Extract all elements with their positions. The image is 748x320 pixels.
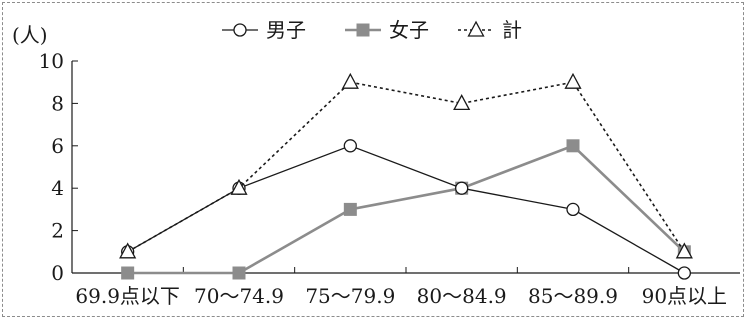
legend-label: 計 xyxy=(502,18,522,42)
data-point xyxy=(564,72,582,89)
data-point xyxy=(455,181,469,195)
y-tick-label: 8 xyxy=(51,91,64,115)
data-point xyxy=(341,72,359,89)
data-point xyxy=(230,178,248,195)
data-point xyxy=(566,202,580,217)
x-tick-label: 90点以上 xyxy=(642,284,727,308)
y-tick-label: 0 xyxy=(51,261,64,285)
y-tick-label: 4 xyxy=(51,176,64,200)
data-point xyxy=(677,266,691,280)
legend-marker xyxy=(233,23,247,37)
legend-item-1: 男子 xyxy=(222,18,306,42)
y-unit-label: (人) xyxy=(12,23,48,47)
data-point xyxy=(119,242,137,259)
legend: 男子 女子 計 xyxy=(222,18,522,42)
series-line xyxy=(127,81,686,253)
series-3 xyxy=(119,72,693,259)
series-line xyxy=(127,144,686,275)
data-point xyxy=(343,139,357,153)
x-tick-label: 70～74.9 xyxy=(194,284,284,308)
data-point xyxy=(453,94,471,111)
chart-frame xyxy=(2,2,744,317)
y-tick-label: 2 xyxy=(51,219,64,243)
legend-item-3: 計 xyxy=(458,18,522,42)
x-tick-label: 75～79.9 xyxy=(305,284,395,308)
series-1 xyxy=(121,139,691,280)
legend-marker xyxy=(356,23,370,37)
series-layer xyxy=(119,72,693,280)
y-tick-label: 6 xyxy=(51,134,64,158)
legend-marker xyxy=(467,20,485,37)
legend-label: 男子 xyxy=(266,18,306,42)
axes: 0 2 4 6 8 10 69.9点以下 70～74.9 75～79.9 80～84.9 85～89… xyxy=(39,49,740,308)
y-tick-label: 10 xyxy=(39,49,64,73)
series-line xyxy=(127,145,685,274)
x-tick-label: 69.9点以下 xyxy=(75,284,180,308)
x-tick-label: 85～89.9 xyxy=(528,284,618,308)
legend-label: 女子 xyxy=(389,18,429,42)
data-point xyxy=(232,266,246,280)
series-2 xyxy=(121,139,691,280)
data-point xyxy=(675,242,693,259)
data-point xyxy=(566,139,580,153)
x-tick-label: 80～84.9 xyxy=(417,284,507,308)
data-point xyxy=(121,266,135,280)
legend-item-2: 女子 xyxy=(345,18,429,42)
data-point xyxy=(343,202,357,216)
